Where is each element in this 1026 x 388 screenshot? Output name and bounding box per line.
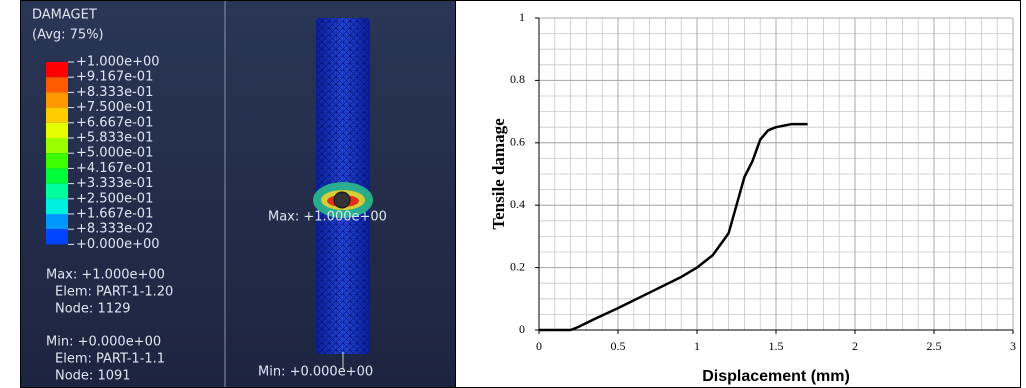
y-tick-label: 1 xyxy=(519,10,525,24)
y-axis-title: Tensile damage xyxy=(489,118,508,230)
y-tick-label: 0.8 xyxy=(510,72,525,86)
legend-swatch xyxy=(46,229,68,244)
max-info: Max: +1.000e+00 xyxy=(46,268,165,283)
min-info: Elem: PART-1-1.1 xyxy=(55,352,165,367)
page: DAMAGET (Avg: 75%) Max: +1.000e+00 Min: … xyxy=(0,0,1026,388)
y-tick-label: 0.2 xyxy=(510,259,525,273)
x-tick-label: 3 xyxy=(1010,339,1016,353)
y-tick-label: 0.4 xyxy=(510,197,525,211)
y-tick-label: 0 xyxy=(519,322,525,336)
legend-label: +8.333e-02 xyxy=(76,222,153,237)
legend-label: +1.000e+00 xyxy=(76,55,160,70)
variable: DAMAGET xyxy=(32,8,97,23)
legend-swatch xyxy=(46,123,68,138)
legend-swatch xyxy=(46,214,68,229)
model-min: Min: +0.000e+00 xyxy=(258,365,373,380)
legend-label: +7.500e-01 xyxy=(76,100,153,115)
legend-swatch xyxy=(46,62,68,77)
legend-label: +4.167e-01 xyxy=(76,161,153,176)
max-info: Node: 1129 xyxy=(55,302,131,317)
legend-label: +9.167e-01 xyxy=(76,70,153,85)
legend-swatch xyxy=(46,108,68,123)
x-tick-label: 2 xyxy=(852,339,858,353)
averaging: (Avg: 75%) xyxy=(32,28,104,43)
y-tick-label: 0.6 xyxy=(510,135,525,149)
model-max: Max: +1.000e+00 xyxy=(268,210,387,225)
legend-swatch xyxy=(46,138,68,153)
legend-label: +5.833e-01 xyxy=(76,131,153,146)
legend-label: +6.667e-01 xyxy=(76,115,153,130)
hole xyxy=(334,192,350,208)
legend-label: +2.500e-01 xyxy=(76,191,153,206)
legend-label: +0.000e+00 xyxy=(76,237,160,252)
x-tick-label: 1.5 xyxy=(769,339,784,353)
model xyxy=(313,18,373,370)
legend-swatch xyxy=(46,168,68,183)
max-info: Elem: PART-1-1.20 xyxy=(55,285,173,300)
legend-label: +5.000e-01 xyxy=(76,146,153,161)
x-tick-label: 1 xyxy=(694,339,700,353)
min-info: Node: 1091 xyxy=(55,369,131,384)
x-tick-label: 0.5 xyxy=(611,339,626,353)
x-tick-label: 0 xyxy=(536,339,542,353)
legend-label: +8.333e-01 xyxy=(76,85,153,100)
legend-label: +3.333e-01 xyxy=(76,176,153,191)
legend-swatch xyxy=(46,199,68,214)
legend-swatch xyxy=(46,77,68,92)
min-info: Min: +0.000e+00 xyxy=(46,335,161,350)
legend-swatch xyxy=(46,184,68,199)
x-axis-title: Displacement (mm) xyxy=(702,368,850,385)
legend-label: +1.667e-01 xyxy=(76,207,153,222)
legend-swatch xyxy=(46,153,68,168)
x-tick-label: 2.5 xyxy=(927,339,942,353)
legend-swatch xyxy=(46,92,68,107)
